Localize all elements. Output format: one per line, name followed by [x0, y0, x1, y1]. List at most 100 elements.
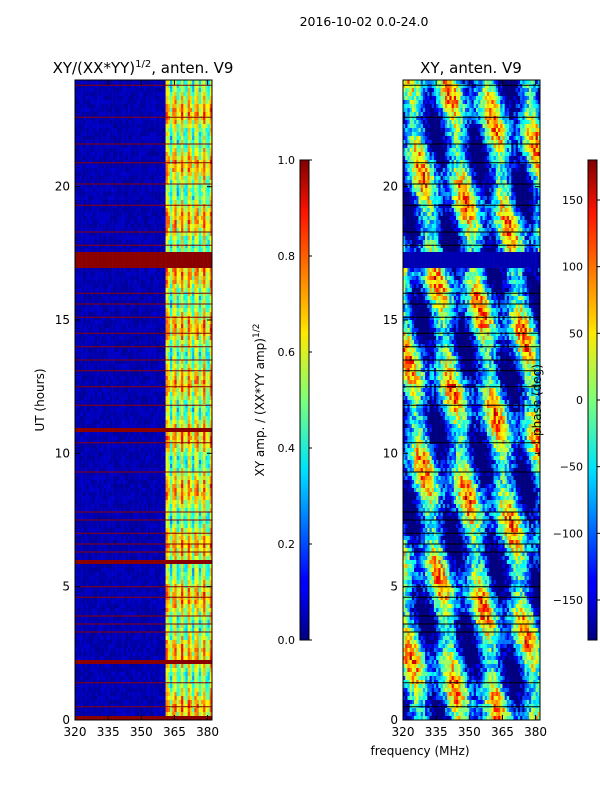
heatmap-cell: [90, 348, 93, 353]
heatmap-cell: [77, 96, 80, 101]
heatmap-cell: [114, 392, 118, 397]
heatmap-cell: [136, 224, 140, 229]
heatmap-cell: [125, 388, 129, 393]
heatmap-cell: [165, 328, 169, 333]
heatmap-cell: [158, 112, 162, 117]
heatmap-cell: [141, 232, 144, 237]
heatmap-cell: [161, 280, 164, 285]
heatmap-cell: [152, 88, 155, 93]
heatmap-cell: [203, 156, 206, 161]
heatmap-cell: [141, 324, 144, 329]
heatmap-cell: [150, 120, 153, 125]
heatmap-cell: [141, 328, 144, 333]
heatmap-cell: [123, 320, 127, 325]
heatmap-cell: [198, 296, 202, 301]
heatmap-cell: [183, 296, 186, 301]
heatmap-cell: [145, 148, 149, 153]
heatmap-cell: [97, 128, 100, 133]
heatmap-cell: [194, 392, 197, 397]
heatmap-cell: [105, 260, 109, 265]
heatmap-cell: [81, 128, 85, 133]
heatmap-cell: [167, 304, 171, 309]
heatmap-cell: [123, 120, 127, 125]
heatmap-cell: [147, 140, 151, 145]
heatmap-cell: [145, 380, 149, 385]
heatmap-cell: [203, 264, 206, 269]
heatmap-cell: [136, 328, 140, 333]
heatmap-cell: [90, 232, 93, 237]
heatmap-cell: [101, 400, 105, 405]
heatmap-cell: [158, 116, 162, 121]
heatmap-cell: [209, 236, 213, 241]
heatmap-cell: [123, 276, 127, 281]
heatmap-cell: [207, 348, 211, 353]
heatmap-cell: [156, 296, 160, 301]
heatmap-cell: [156, 272, 160, 277]
heatmap-cell: [121, 128, 124, 133]
heatmap-cell: [121, 220, 124, 225]
heatmap-cell: [94, 88, 98, 93]
heatmap-cell: [121, 140, 124, 145]
heatmap-cell: [116, 172, 120, 177]
heatmap-cell: [108, 320, 111, 325]
heatmap-cell: [198, 80, 202, 85]
heatmap-cell: [103, 316, 107, 321]
heatmap-cell: [174, 140, 177, 145]
heatmap-cell: [154, 344, 158, 349]
heatmap-cell: [128, 332, 131, 337]
heatmap-cell: [94, 260, 98, 265]
heatmap-cell: [88, 80, 91, 85]
heatmap-cell: [147, 340, 151, 345]
heatmap-cell: [123, 92, 127, 97]
heatmap-cell: [90, 216, 93, 221]
heatmap-cell: [163, 312, 166, 317]
heatmap-cell: [181, 320, 184, 325]
heatmap-cell: [108, 388, 111, 393]
heatmap-cell: [83, 312, 87, 317]
heatmap-cell: [203, 144, 206, 149]
heatmap-cell: [88, 336, 91, 341]
heatmap-cell: [83, 352, 87, 357]
heatmap-cell: [86, 148, 89, 153]
heatmap-cell: [112, 224, 116, 229]
heatmap-cell: [167, 80, 171, 85]
heatmap-cell: [187, 308, 191, 313]
heatmap-cell: [114, 216, 118, 221]
heatmap-cell: [119, 248, 122, 253]
heatmap-cell: [123, 336, 127, 341]
heatmap-cell: [81, 336, 85, 341]
heatmap-cell: [176, 372, 180, 377]
heatmap-cell: [103, 248, 107, 253]
heatmap-cell: [145, 184, 149, 189]
heatmap-cell: [125, 236, 129, 241]
heatmap-cell: [143, 216, 147, 221]
heatmap-cell: [150, 388, 153, 393]
heatmap-cell: [194, 264, 197, 269]
heatmap-cell: [156, 240, 160, 245]
heatmap-cell: [105, 136, 109, 141]
heatmap-cell: [86, 260, 89, 265]
heatmap-cell: [128, 228, 131, 233]
heatmap-cell: [92, 188, 96, 193]
heatmap-cell: [167, 188, 171, 193]
heatmap-cell: [123, 356, 127, 361]
heatmap-cell: [141, 200, 144, 205]
heatmap-cell: [83, 108, 87, 113]
heatmap-cell: [103, 320, 107, 325]
heatmap-cell: [145, 252, 149, 257]
heatmap-cell: [145, 156, 149, 161]
heatmap-cell: [178, 320, 182, 325]
heatmap-cell: [81, 280, 85, 285]
heatmap-cell: [183, 364, 186, 369]
heatmap-cell: [207, 304, 211, 309]
heatmap-cell: [112, 132, 116, 137]
heatmap-cell: [123, 228, 127, 233]
heatmap-cell: [178, 192, 182, 197]
heatmap-cell: [119, 204, 122, 209]
heatmap-cell: [143, 368, 147, 373]
heatmap-cell: [174, 116, 177, 121]
heatmap-cell: [83, 152, 87, 157]
heatmap-cell: [112, 236, 116, 241]
heatmap-cell: [92, 204, 96, 209]
heatmap-cell: [134, 224, 138, 229]
